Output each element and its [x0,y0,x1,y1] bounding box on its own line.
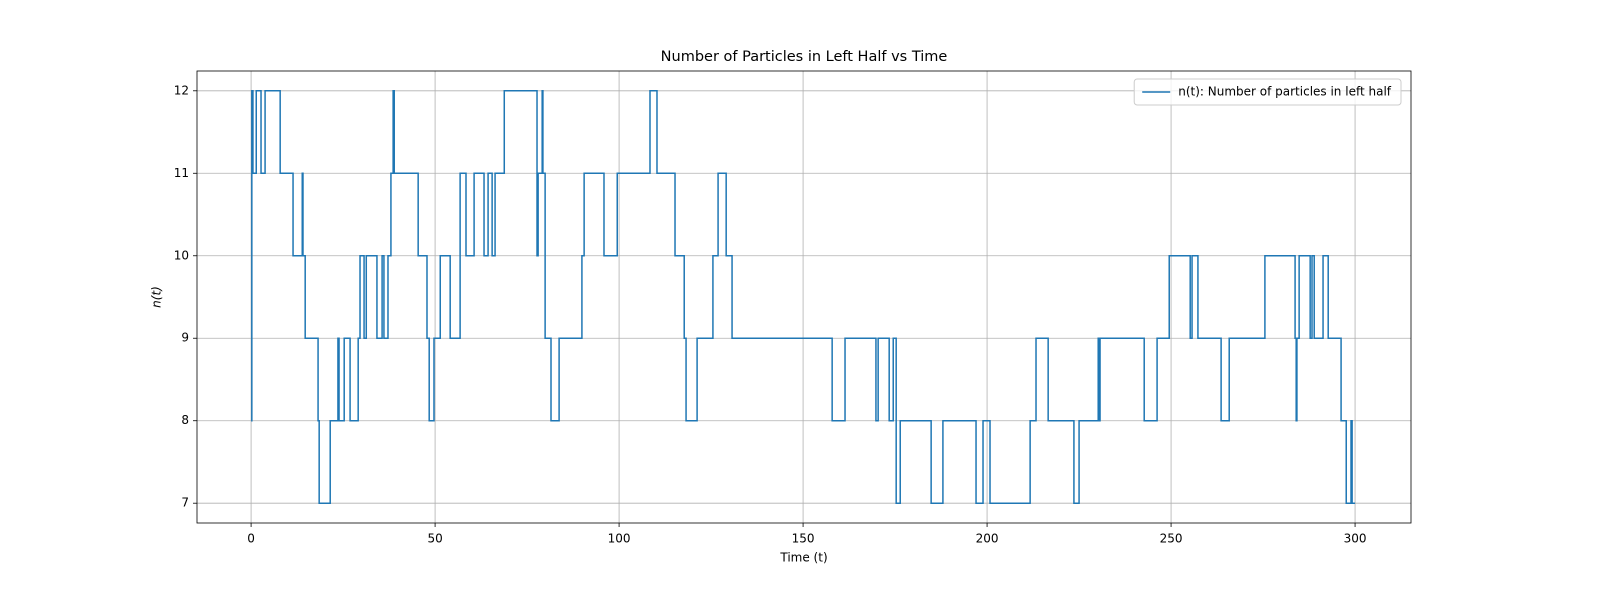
legend-label: n(t): Number of particles in left half [1178,85,1392,99]
y-axis-label: n(t) [150,286,164,308]
plot-frame [196,70,1412,524]
x-axis-label: Time (t) [779,551,827,565]
legend-box [1133,78,1402,106]
x-tick-label: 100 [608,532,631,546]
y-tick-label: 7 [181,496,189,510]
x-tick-label: 300 [1344,532,1367,546]
y-tick-label: 12 [174,83,189,97]
y-tick-label: 10 [174,248,189,262]
legend: n(t): Number of particles in left half [1133,78,1402,106]
data-line [251,90,1356,504]
y-tick-label: 11 [174,166,189,180]
x-tick-label: 250 [1160,532,1183,546]
x-tick-label: 0 [247,532,255,546]
x-tick-label: 200 [976,532,999,546]
y-tick-label: 8 [181,413,189,427]
x-tick-label: 150 [792,532,815,546]
chart-title: Number of Particles in Left Half vs Time [661,49,948,65]
y-tick-label: 9 [181,331,189,345]
x-tick-label: 50 [427,532,442,546]
